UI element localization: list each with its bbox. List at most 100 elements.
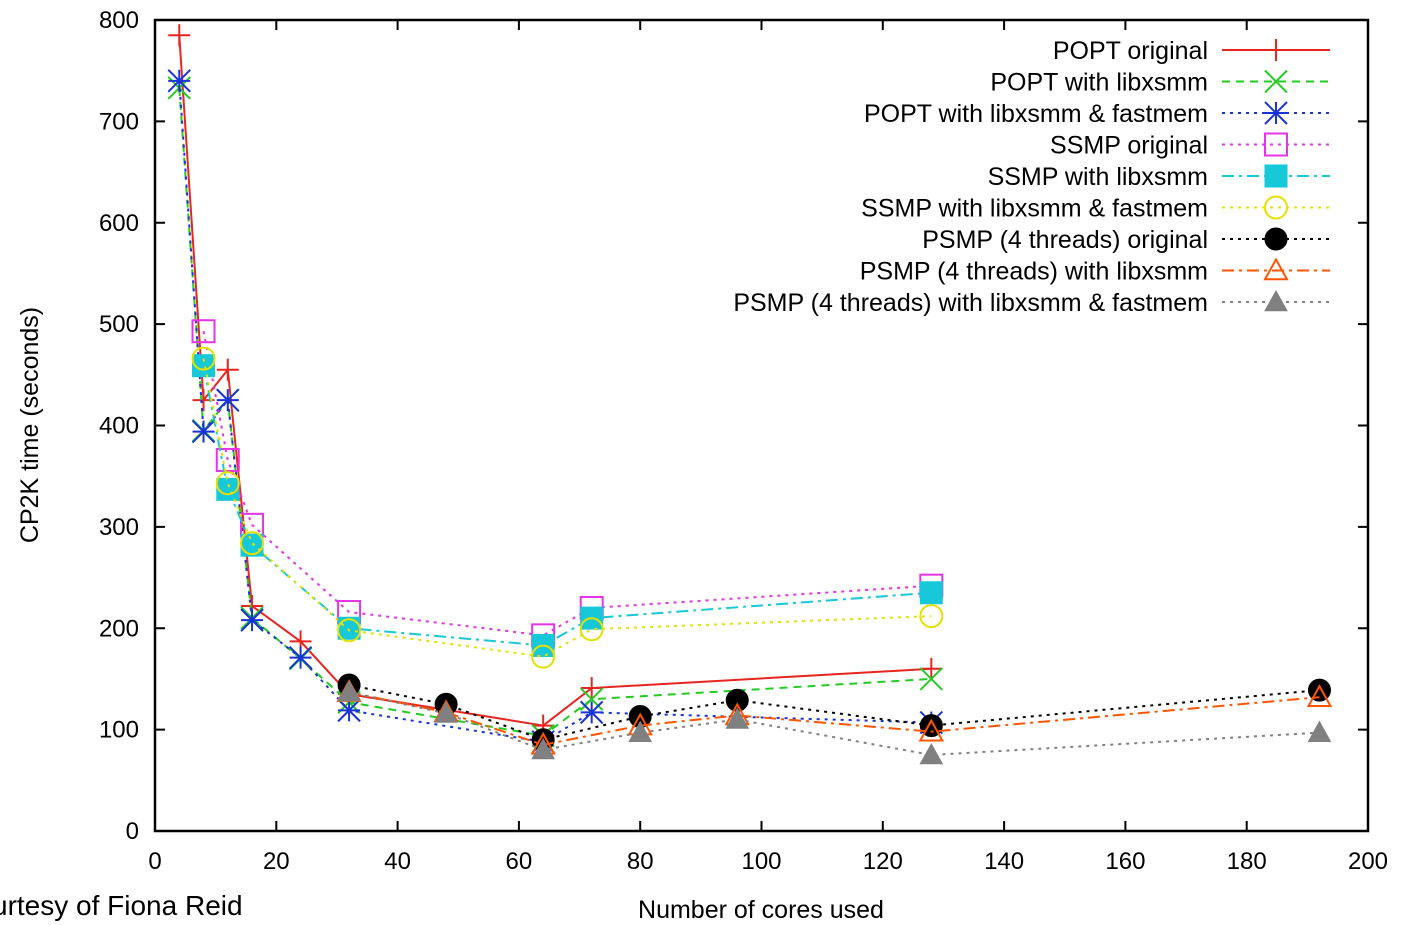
legend-label: PSMP (4 threads) original bbox=[922, 226, 1208, 254]
data-point bbox=[919, 581, 943, 605]
marker-stroke bbox=[288, 645, 313, 670]
marker-shape bbox=[240, 533, 264, 557]
legend-entry: SSMP original bbox=[1050, 132, 1330, 160]
marker-shape bbox=[215, 471, 240, 496]
data-point bbox=[191, 346, 216, 371]
marker-stroke bbox=[337, 698, 361, 723]
data-point bbox=[216, 477, 240, 501]
data-point bbox=[1264, 289, 1288, 312]
data-point bbox=[919, 667, 944, 691]
data-point bbox=[579, 687, 604, 711]
data-point bbox=[1264, 227, 1288, 251]
series-line bbox=[202, 365, 932, 647]
series-ssmp-with-libxsmm bbox=[192, 354, 943, 657]
marker-shape bbox=[1307, 720, 1332, 742]
x-tick-label: 80 bbox=[627, 848, 654, 875]
data-point bbox=[919, 604, 944, 629]
legend-label: POPT original bbox=[1053, 37, 1208, 65]
x-tick-label: 40 bbox=[384, 848, 411, 875]
legend-entry: POPT with libxsmm & fastmem bbox=[864, 100, 1330, 128]
data-point bbox=[918, 718, 945, 742]
series-popt-with-libxsmm bbox=[167, 76, 944, 748]
marker-shape bbox=[337, 680, 361, 702]
legend-label: SSMP with libxsmm bbox=[988, 163, 1208, 191]
data-point bbox=[191, 319, 216, 344]
x-tick-label: 180 bbox=[1227, 848, 1267, 875]
marker-shape bbox=[919, 604, 944, 629]
marker-stroke bbox=[191, 419, 216, 444]
marker-shape bbox=[1264, 195, 1288, 220]
y-tick-label: 700 bbox=[99, 108, 139, 135]
legend-label: SSMP original bbox=[1050, 132, 1208, 160]
marker-stroke bbox=[1264, 101, 1288, 125]
data-point bbox=[580, 677, 603, 700]
data-point bbox=[434, 701, 458, 723]
legend-label: POPT with libxsmm & fastmem bbox=[864, 100, 1208, 128]
data-point bbox=[337, 616, 361, 640]
marker-shape bbox=[337, 616, 361, 640]
data-point bbox=[215, 447, 240, 472]
legend-entry: PSMP (4 threads) with libxsmm & fastmem bbox=[733, 289, 1330, 317]
image-credit: urtesy of Fiona Reid bbox=[0, 890, 243, 921]
data-point bbox=[1264, 132, 1288, 157]
series-line bbox=[178, 80, 932, 743]
marker-shape bbox=[1264, 164, 1288, 188]
marker-shape bbox=[628, 720, 653, 742]
marker-stroke bbox=[216, 388, 240, 412]
marker-stroke bbox=[167, 69, 191, 93]
series-line bbox=[178, 35, 932, 727]
data-point bbox=[192, 354, 216, 378]
series-line bbox=[348, 684, 1320, 741]
y-tick-label: 400 bbox=[99, 413, 139, 440]
marker-stroke bbox=[579, 687, 604, 711]
y-tick-label: 200 bbox=[99, 615, 139, 642]
x-tick-label: 200 bbox=[1348, 848, 1388, 875]
data-point bbox=[167, 69, 191, 93]
data-point bbox=[337, 618, 362, 643]
marker-stroke bbox=[1264, 69, 1288, 94]
legend-entry: SSMP with libxsmm bbox=[988, 163, 1330, 191]
y-axis-title: CP2K time (seconds) bbox=[16, 307, 44, 543]
marker-shape bbox=[919, 581, 943, 605]
data-point bbox=[579, 617, 604, 642]
marker-shape bbox=[1263, 257, 1289, 281]
data-point bbox=[240, 531, 265, 556]
marker-stroke bbox=[919, 667, 944, 691]
marker-shape bbox=[337, 618, 362, 643]
data-point bbox=[725, 707, 750, 729]
marker-shape bbox=[579, 617, 604, 642]
marker-shape bbox=[215, 447, 240, 472]
series-psmp-4-threads-with-libxsmm-fastmem bbox=[337, 680, 1332, 765]
data-point bbox=[1307, 720, 1332, 742]
y-tick-label: 300 bbox=[99, 514, 139, 541]
marker-shape bbox=[918, 718, 945, 742]
series-line bbox=[348, 691, 1320, 756]
marker-stroke bbox=[240, 608, 264, 632]
marker-stroke bbox=[579, 700, 604, 725]
series-ssmp-original bbox=[191, 319, 944, 648]
data-point bbox=[1265, 39, 1287, 61]
x-tick-label: 160 bbox=[1105, 848, 1145, 875]
series bbox=[167, 24, 1333, 765]
y-tick-label: 600 bbox=[99, 210, 139, 237]
marker-shape bbox=[531, 644, 556, 669]
x-axis-title: Number of cores used bbox=[638, 896, 884, 924]
legend-label: PSMP (4 threads) with libxsmm bbox=[860, 258, 1208, 286]
legend-label: SSMP with libxsmm & fastmem bbox=[861, 195, 1208, 223]
marker-shape bbox=[240, 531, 265, 556]
marker-shape bbox=[216, 477, 240, 501]
x-tick-label: 140 bbox=[984, 848, 1024, 875]
series-popt-with-libxsmm-fastmem bbox=[167, 69, 944, 754]
legend-entry: PSMP (4 threads) with libxsmm bbox=[860, 257, 1330, 286]
data-point bbox=[1264, 164, 1288, 188]
data-point bbox=[920, 657, 943, 680]
x-tick-label: 20 bbox=[263, 848, 290, 875]
data-point bbox=[168, 24, 191, 47]
x-tick-label: 0 bbox=[148, 848, 161, 875]
ticks: 0 20 40 60 80 100 120 140 160 180 200 0 100 200 300 400… bbox=[99, 7, 1388, 875]
marker-shape bbox=[1264, 132, 1288, 157]
legend-label: POPT with libxsmm bbox=[990, 69, 1208, 97]
data-point bbox=[240, 533, 264, 557]
series-line bbox=[178, 87, 932, 737]
data-point bbox=[919, 742, 944, 765]
